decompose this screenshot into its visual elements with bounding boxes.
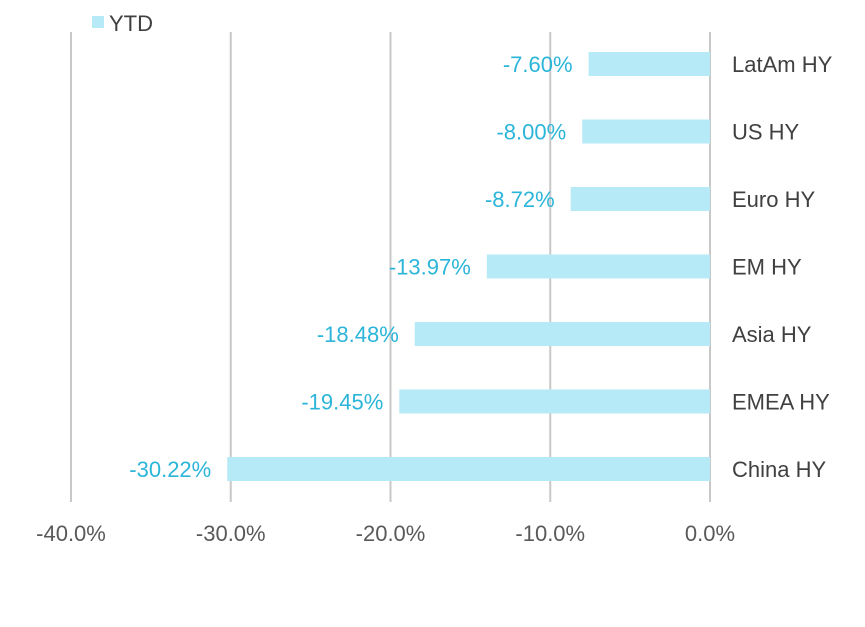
category-label: China HY [732, 457, 826, 482]
bar [582, 119, 710, 144]
data-label: -7.60% [503, 52, 573, 77]
data-label: -19.45% [301, 390, 383, 415]
legend: YTD [92, 11, 153, 36]
x-tick-label: -40.0% [36, 521, 106, 546]
data-label: -8.00% [496, 120, 566, 145]
x-tick-label: -10.0% [515, 521, 585, 546]
x-tick-label: 0.0% [685, 521, 735, 546]
legend-label: YTD [109, 11, 153, 36]
x-tick-label: -30.0% [196, 521, 266, 546]
data-label: -8.72% [485, 187, 555, 212]
bar [570, 187, 710, 211]
category-label: US HY [732, 120, 800, 145]
bar [588, 52, 710, 76]
data-label: -18.48% [317, 322, 399, 347]
bars [227, 52, 710, 481]
data-label: -30.22% [129, 457, 211, 482]
category-label: LatAm HY [732, 52, 833, 77]
category-label: Euro HY [732, 187, 815, 212]
category-labels: LatAm HY US HY Euro HY EM HY Asia HY EMEA HY C… [732, 52, 833, 482]
bar [414, 322, 710, 346]
bar [227, 457, 710, 481]
data-label: -13.97% [389, 255, 471, 280]
x-tick-label: -20.0% [356, 521, 426, 546]
category-label: EM HY [732, 255, 802, 280]
bar [399, 389, 710, 414]
category-label: EMEA HY [732, 390, 830, 415]
data-labels: -7.60% -8.00% -8.72% -13.97% -18.48% -19.45% -… [129, 52, 572, 482]
legend-swatch [92, 16, 104, 28]
category-label: Asia HY [732, 322, 812, 347]
bar [486, 254, 710, 279]
x-axis-tick-labels: -40.0% -30.0% -20.0% -10.0% 0.0% [36, 521, 735, 546]
